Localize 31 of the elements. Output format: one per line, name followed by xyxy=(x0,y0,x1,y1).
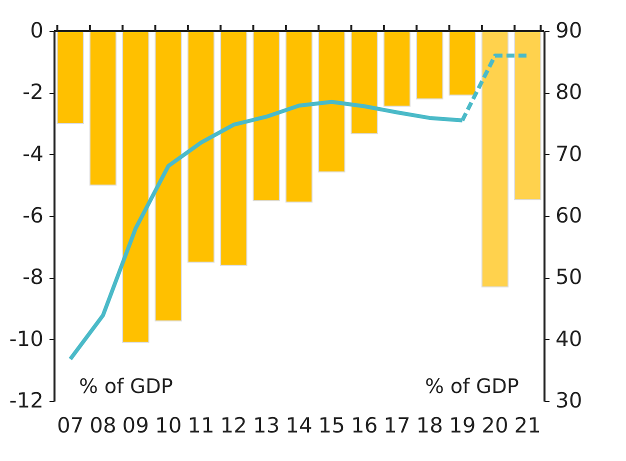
y2-tick-label: 90 xyxy=(556,18,582,42)
y-tick-label: -2 xyxy=(22,80,44,104)
y-tick-label: -4 xyxy=(22,142,44,166)
annotation: % of GDP xyxy=(79,374,173,398)
x-tick-label: 12 xyxy=(220,414,248,438)
x-tick-label: 18 xyxy=(416,414,444,438)
x-tick-label: 21 xyxy=(514,414,542,438)
x-tick-label: 13 xyxy=(252,414,280,438)
x-tick-label: 10 xyxy=(154,414,182,438)
x-tick-label: 16 xyxy=(350,414,378,438)
y2-tick-label: 50 xyxy=(556,265,582,290)
y2-tick-label: 30 xyxy=(556,388,582,412)
y2-tick-label: 60 xyxy=(556,204,582,228)
x-tick-label: 09 xyxy=(122,414,150,438)
x-tick-label: 14 xyxy=(286,414,312,438)
x-tick-label: 08 xyxy=(90,414,116,438)
y2-tick-label: 70 xyxy=(556,142,582,166)
y-tick-label: 0 xyxy=(30,18,44,42)
x-tick-label: 15 xyxy=(318,414,346,438)
y2-tick-label: 40 xyxy=(556,326,582,351)
y-tick-label: -10 xyxy=(9,326,44,351)
y-tick-label: -6 xyxy=(22,204,44,228)
y-tick-label: -12 xyxy=(9,388,44,412)
x-tick-label: 20 xyxy=(482,414,508,438)
x-tick-label: 07 xyxy=(56,414,84,438)
x-tick-label: 11 xyxy=(188,414,214,438)
x-tick-label: 19 xyxy=(448,414,476,438)
y2-tick-label: 80 xyxy=(556,80,582,104)
y-tick-label: -8 xyxy=(22,265,44,290)
annotation: % of GDP xyxy=(425,374,519,398)
x-tick-label: 17 xyxy=(384,414,410,438)
